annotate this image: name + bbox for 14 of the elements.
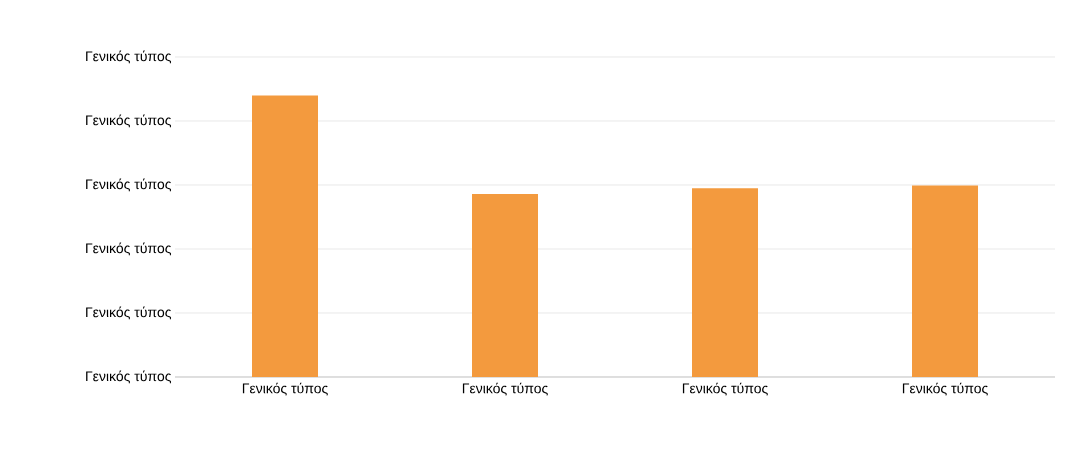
text: Γενικός τύπος — [86, 306, 172, 320]
text: Γενικός τύπος — [86, 178, 172, 192]
text: Γενικός τύπος — [86, 242, 172, 256]
bar — [472, 193, 538, 377]
text: Γενικός τύπος — [86, 370, 172, 384]
x-tick-label: Γενικός τύπος — [462, 382, 548, 396]
x-tick-label: Γενικός τύπος — [242, 382, 328, 396]
x-tick-label: Γενικός τύπος — [682, 382, 768, 396]
x-tick-label: Γενικός τύπος — [902, 382, 988, 396]
bar — [912, 185, 979, 377]
text: Γενικός τύπος — [86, 50, 172, 64]
text: Γενικός τύπος — [86, 114, 172, 128]
bar — [692, 188, 758, 377]
bar — [252, 95, 318, 377]
